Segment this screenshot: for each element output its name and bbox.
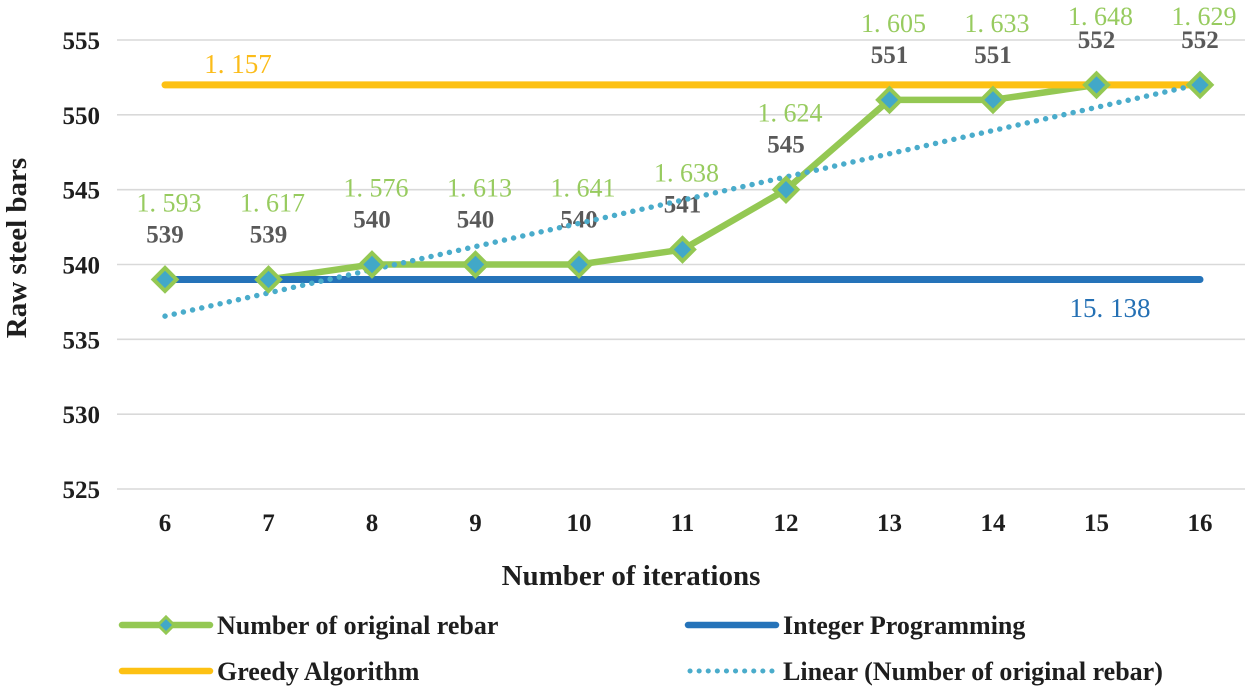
- data-point-marker[interactable]: [771, 175, 801, 204]
- x-tick-label: 7: [262, 510, 275, 537]
- x-tick-label: 11: [671, 510, 695, 537]
- y-tick-label: 530: [63, 402, 101, 429]
- trendline-linear-number-of-original-rebar[interactable]: [162, 81, 1203, 319]
- data-point-marker[interactable]: [461, 250, 490, 279]
- y-tick-label: 535: [63, 327, 101, 354]
- legend-item-greedy-algorithm[interactable]: Greedy Algorithm: [118, 657, 420, 686]
- value-label: 552: [1181, 27, 1219, 54]
- legend-item-number-of-original-rebar[interactable]: Number of original rebar: [118, 611, 498, 640]
- x-tick-label: 10: [567, 510, 592, 537]
- value-label: 545: [767, 132, 805, 159]
- time-label: 1. 593: [137, 188, 202, 217]
- y-tick-label: 550: [63, 103, 101, 130]
- value-label: 552: [1078, 27, 1116, 54]
- y-tick-label: 540: [63, 252, 101, 279]
- legend-label: Number of original rebar: [217, 611, 498, 640]
- time-label: 1. 629: [1172, 2, 1237, 31]
- data-point-marker[interactable]: [978, 85, 1008, 115]
- time-label: 1. 633: [965, 9, 1030, 38]
- time-label: 1. 638: [654, 159, 719, 188]
- legend-item-linear-number-of-original-rebar[interactable]: Linear (Number of original rebar): [687, 657, 1163, 686]
- value-label: 540: [457, 206, 495, 233]
- x-tick-label: 9: [469, 510, 482, 537]
- y-tick-label: 545: [63, 178, 101, 205]
- gridlines: [117, 39, 1245, 490]
- legend-label: Greedy Algorithm: [217, 657, 420, 686]
- legend-swatch-diamond-marker: [155, 614, 177, 636]
- legend-item-integer-programming[interactable]: Integer Programming: [684, 611, 1025, 640]
- y-axis-tick-labels: 525 530 535 540 545 550 555: [63, 28, 101, 504]
- value-label: 540: [353, 206, 391, 233]
- data-point-marker[interactable]: [668, 235, 697, 264]
- x-tick-label: 8: [366, 510, 379, 537]
- data-point-marker[interactable]: [564, 250, 594, 279]
- greedy-algorithm-label: 1. 157: [204, 49, 272, 79]
- data-point-labels: 1. 593 539 1. 617 539 1. 576 540 1. 613 540 1. 6…: [137, 2, 1237, 323]
- x-tick-label: 16: [1188, 510, 1213, 537]
- time-label: 1. 624: [758, 99, 823, 128]
- legend-label: Linear (Number of original rebar): [783, 657, 1163, 686]
- data-point-marker[interactable]: [357, 250, 387, 279]
- time-label: 1. 613: [447, 173, 512, 202]
- legend-label: Integer Programming: [783, 611, 1025, 640]
- y-tick-label: 525: [63, 477, 101, 504]
- data-point-marker[interactable]: [1185, 70, 1215, 100]
- data-point-marker[interactable]: [150, 265, 180, 294]
- x-axis-tick-labels: 6 7 8 9 10 11 12 13 14 15 16: [159, 510, 1213, 537]
- value-label: 539: [146, 221, 184, 248]
- data-point-marker[interactable]: [875, 85, 904, 115]
- x-tick-label: 15: [1084, 510, 1109, 537]
- time-label: 1. 641: [551, 173, 616, 202]
- data-point-marker[interactable]: [1082, 70, 1111, 100]
- y-axis-title: Raw steel bars: [1, 158, 33, 338]
- value-label: 539: [250, 221, 288, 248]
- series-markers: [150, 70, 1215, 294]
- x-axis-title: Number of iterations: [502, 560, 761, 592]
- y-tick-label: 555: [63, 28, 101, 55]
- time-label: 1. 648: [1068, 2, 1133, 31]
- time-label: 1. 605: [861, 9, 926, 38]
- x-tick-label: 6: [159, 510, 172, 537]
- value-label: 551: [871, 42, 909, 69]
- chart-legend: Number of original rebar Integer Programm…: [118, 611, 1163, 686]
- time-label: 1. 617: [240, 188, 305, 217]
- x-tick-label: 13: [877, 510, 902, 537]
- x-tick-label: 14: [981, 510, 1007, 537]
- time-label: 1. 576: [344, 173, 409, 202]
- x-tick-label: 12: [774, 510, 799, 537]
- value-label: 551: [974, 42, 1012, 69]
- integer-programming-label: 15. 138: [1070, 293, 1151, 323]
- value-label: 540: [560, 206, 598, 233]
- data-point-marker[interactable]: [254, 265, 283, 294]
